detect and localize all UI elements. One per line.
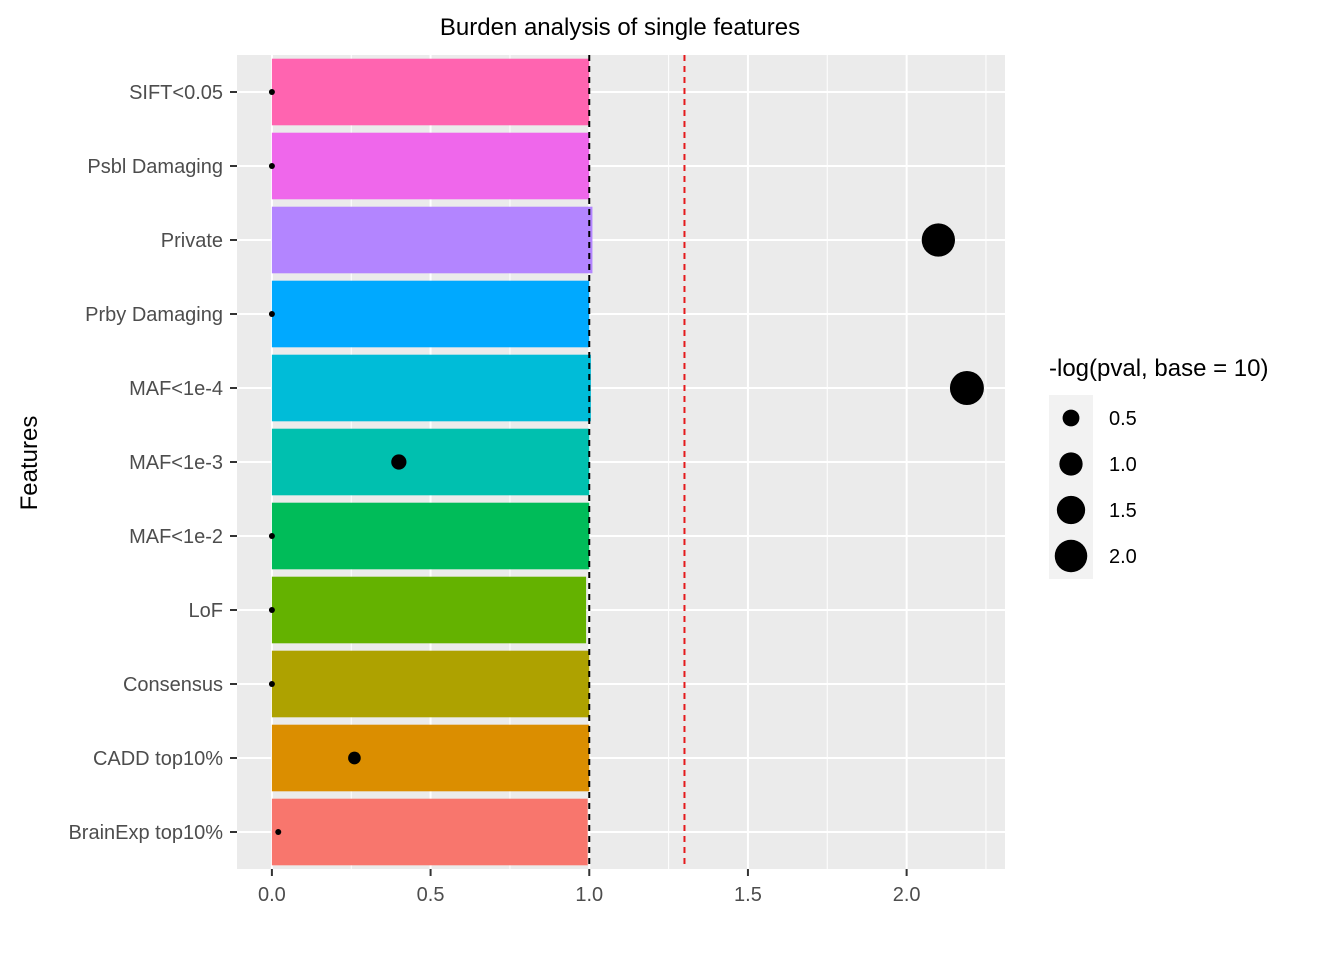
bar: [271, 724, 590, 792]
y-tick-label: Psbl Damaging: [87, 156, 223, 178]
legend-label: 0.5: [1109, 408, 1137, 430]
point: [268, 163, 275, 169]
legend-label: 1.0: [1109, 454, 1137, 476]
legend-key-point: [1062, 409, 1080, 427]
y-tick-label: MAF<1e-4: [129, 378, 223, 400]
legend: -log(pval, base = 10) 0.5 1.0 1.5 2.0: [1049, 355, 1268, 579]
point: [268, 681, 275, 687]
bar: [271, 428, 590, 496]
x-tick-label: 0.0: [258, 884, 286, 906]
legend-label: 2.0: [1109, 546, 1137, 568]
point: [921, 223, 956, 257]
y-tick-label: MAF<1e-2: [129, 526, 223, 548]
y-tick-label: Prby Damaging: [85, 304, 223, 326]
bar: [271, 58, 590, 126]
bar: [271, 576, 587, 644]
legend-title: -log(pval, base = 10): [1049, 355, 1268, 382]
bar: [271, 206, 593, 274]
point: [391, 454, 407, 470]
y-axis: SIFT<0.05 Psbl Damaging Private Prby Damagi…: [68, 82, 237, 844]
y-tick-label: BrainExp top10%: [68, 822, 223, 844]
x-tick-label: 1.5: [734, 884, 762, 906]
y-tick-label: MAF<1e-3: [129, 452, 223, 474]
point: [348, 751, 361, 765]
point: [268, 607, 275, 613]
point: [275, 829, 282, 835]
bar: [271, 280, 590, 348]
legend-label: 1.5: [1109, 500, 1137, 522]
y-axis-title: Features: [16, 416, 43, 511]
y-tick-label: LoF: [189, 600, 223, 622]
point: [268, 311, 275, 317]
x-tick-label: 2.0: [893, 884, 921, 906]
point: [949, 371, 984, 405]
x-tick-label: 1.0: [575, 884, 603, 906]
bar: [271, 132, 590, 200]
points: [268, 89, 984, 835]
bar: [271, 502, 590, 570]
bar: [271, 650, 590, 718]
legend-key-point: [1059, 452, 1083, 476]
y-tick-label: Consensus: [123, 674, 223, 696]
chart-title: Burden analysis of single features: [440, 14, 800, 41]
bar: [271, 354, 591, 422]
bars: [271, 58, 593, 866]
y-tick-label: CADD top10%: [93, 748, 223, 770]
x-tick-label: 0.5: [417, 884, 445, 906]
y-tick-label: SIFT<0.05: [129, 82, 223, 104]
legend-key-point: [1054, 539, 1088, 573]
bar: [271, 798, 588, 866]
y-tick-label: Private: [161, 230, 223, 252]
legend-key-point: [1056, 495, 1086, 525]
point: [268, 533, 275, 539]
reference-lines: [588, 55, 686, 869]
x-axis: 0.0 0.5 1.0 1.5 2.0: [258, 869, 921, 906]
point: [268, 89, 275, 95]
